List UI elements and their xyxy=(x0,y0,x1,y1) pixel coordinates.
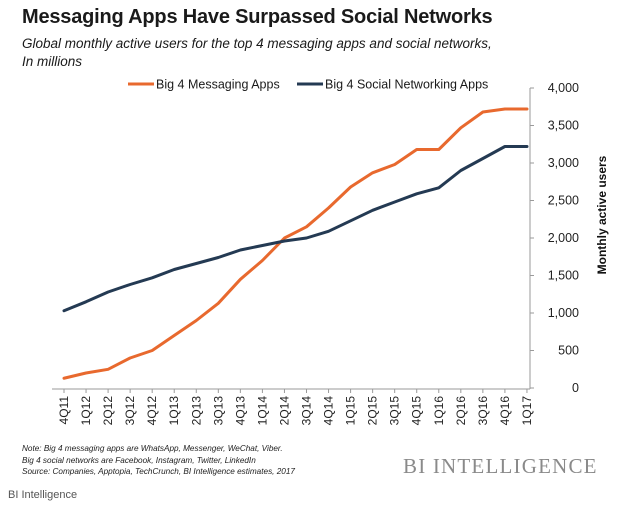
bi-intelligence-logo: BI INTELLIGENCE xyxy=(403,454,598,478)
x-tick-label: 4Q15 xyxy=(410,396,424,426)
x-tick-label: 3Q16 xyxy=(476,396,490,426)
series-line-social xyxy=(62,145,529,313)
y-tick-label: 0 xyxy=(572,381,579,395)
chart-subtitle-units: In millions xyxy=(22,54,83,69)
y-axis-title: Monthly active users xyxy=(595,155,609,274)
x-tick-label: 4Q13 xyxy=(233,396,247,426)
x-tick-label: 1Q13 xyxy=(167,396,181,426)
note-line: Big 4 social networks are Facebook, Inst… xyxy=(22,455,256,465)
y-tick-label: 1,000 xyxy=(548,306,579,320)
y-tick-label: 4,000 xyxy=(548,81,579,95)
y-tick-label: 500 xyxy=(558,344,579,358)
series-line-messaging xyxy=(62,107,529,380)
y-tick-label: 3,000 xyxy=(548,156,579,170)
line-chart: Big 4 Messaging Apps Big 4 Social Network… xyxy=(52,78,609,425)
x-tick-label: 1Q16 xyxy=(432,396,446,426)
x-tick-label: 4Q16 xyxy=(498,396,512,426)
x-tick-label: 3Q13 xyxy=(211,396,225,426)
x-tick-label: 1Q12 xyxy=(79,396,93,426)
source-line: Source: Companies, Apptopia, TechCrunch,… xyxy=(22,467,295,476)
chart-subtitle: Global monthly active users for the top … xyxy=(22,36,492,51)
y-tick-label: 2,500 xyxy=(548,194,579,208)
x-tick-label: 2Q15 xyxy=(366,396,380,426)
x-tick-label: 1Q17 xyxy=(520,396,534,426)
x-tick-label: 1Q14 xyxy=(255,396,269,426)
x-tick-label: 3Q12 xyxy=(123,396,137,426)
note-line: Note: Big 4 messaging apps are WhatsApp,… xyxy=(22,444,283,453)
x-tick-label: 4Q14 xyxy=(322,396,336,426)
x-tick-label: 2Q14 xyxy=(277,396,291,426)
x-tick-label: 3Q14 xyxy=(299,396,313,426)
legend-label: Big 4 Messaging Apps xyxy=(156,78,280,92)
x-tick-label: 4Q11 xyxy=(57,396,71,425)
x-tick-label: 2Q13 xyxy=(189,396,203,426)
y-tick-label: 1,500 xyxy=(548,269,579,283)
plot-area xyxy=(62,107,529,380)
y-tick-label: 3,500 xyxy=(548,119,579,133)
x-tick-label: 2Q16 xyxy=(454,396,468,426)
axes: 0 500 1,000 1,500 2,000 2,500 3,000 3,500 4,000 M… xyxy=(52,81,609,425)
footer-brand: BI Intelligence xyxy=(8,489,78,501)
x-tick-label: 3Q15 xyxy=(388,396,402,426)
x-tick-label: 1Q15 xyxy=(344,396,358,426)
legend-label: Big 4 Social Networking Apps xyxy=(325,78,488,92)
x-tick-label: 2Q12 xyxy=(101,396,115,426)
chart-title: Messaging Apps Have Surpassed Social Net… xyxy=(22,6,493,28)
y-tick-label: 2,000 xyxy=(548,231,579,245)
legend: Big 4 Messaging Apps Big 4 Social Network… xyxy=(128,78,488,92)
chart-notes: Note: Big 4 messaging apps are WhatsApp,… xyxy=(22,443,295,478)
x-tick-label: 4Q12 xyxy=(145,396,159,426)
